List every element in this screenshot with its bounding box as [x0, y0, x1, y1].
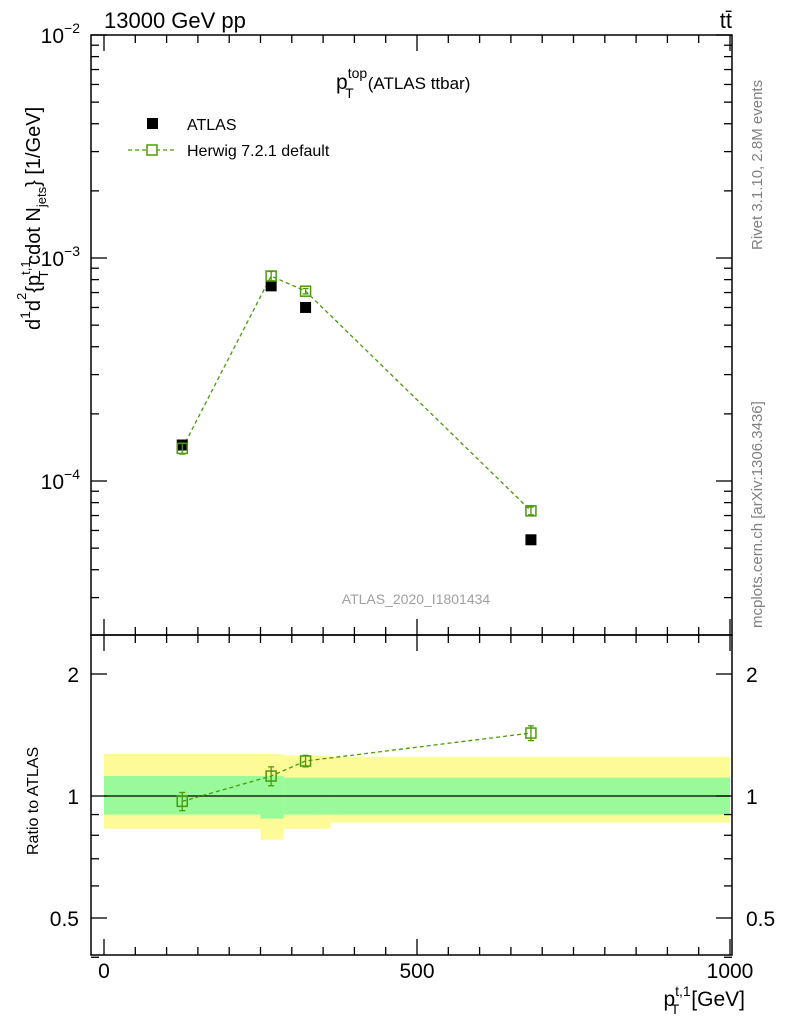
ratio-y-tick-label-right: 1 [746, 786, 758, 809]
header-left: 13000 GeV pp [104, 8, 246, 33]
legend-atlas-label: ATLAS [187, 117, 237, 134]
atlas-point [265, 280, 277, 292]
ratio-y-tick-label: 0.5 [50, 908, 79, 931]
atlas-point [300, 301, 312, 313]
title-sub: T [345, 85, 354, 101]
ratio-panel: 0.5 0.5 1 1 2 2 0 500 1000 Ratio to ATLAS pt,1 T[… [25, 634, 775, 1017]
atlas-point [525, 534, 537, 546]
svg-text:d1d2{pt,1T cdot Njets} [1/GeV]: d1d2{pt,1 T cdot Njets} [1/GeV] [14, 107, 51, 330]
analysis-watermark: ATLAS_2020_I1801434 [342, 591, 491, 607]
main-y-tick-labels: 10−2 10−3 10−4 [41, 20, 81, 494]
herwig-point [299, 285, 312, 297]
main-series [176, 270, 537, 546]
plot-title: ptop T (ATLAS ttbar) [336, 65, 470, 101]
ratio-y-tick-label: 1 [67, 786, 79, 809]
legend: ATLAS Herwig 7.2.1 default [128, 117, 330, 160]
herwig-line [181, 275, 532, 512]
ratio-band-inner [260, 776, 284, 819]
ratio-point [265, 770, 277, 782]
x-axis-label: pt,1 T [GeV] [663, 983, 745, 1017]
herwig-point [176, 442, 188, 455]
legend-atlas-marker [147, 118, 158, 129]
main-y-tick-label: 10−3 [41, 243, 81, 271]
x-tick-label: 0 [98, 960, 110, 983]
title-sup: top [348, 65, 368, 81]
main-panel: 10−2 10−3 10−4 ptop T (ATLAS ttbar) ATLAS He… [14, 20, 733, 636]
main-y-tick-label: 10−2 [41, 20, 81, 48]
main-ticks [91, 34, 732, 635]
ratio-y-axis-label: Ratio to ATLAS [25, 747, 42, 855]
header-right: tt̄ [720, 8, 732, 33]
title-suffix: (ATLAS ttbar) [368, 74, 471, 93]
ratio-point [176, 795, 188, 808]
herwig-point [525, 505, 537, 517]
ratio-y-tick-label-right: 2 [746, 664, 758, 687]
ratio-ticks: 0.5 0.5 1 1 2 2 0 500 1000 [50, 635, 775, 983]
ratio-series [176, 725, 537, 812]
mcplots-label: mcplots.cern.ch [arXiv:1306.3436] [749, 401, 766, 628]
legend-herwig-marker [146, 144, 158, 156]
ratio-y-tick-label-right: 0.5 [746, 908, 775, 931]
ratio-point [525, 727, 537, 739]
main-y-tick-label: 10−4 [41, 466, 81, 494]
ratio-bands [104, 753, 730, 840]
x-tick-label: 500 [399, 960, 434, 983]
x-tick-label: 1000 [707, 960, 754, 983]
herwig-point [265, 270, 277, 282]
title-main: p [336, 71, 348, 94]
ratio-frame [90, 634, 733, 956]
main-y-axis-label: d1d2{pt,1 T cdot Njets} [1/GeV] [14, 107, 51, 330]
ratio-y-tick-label: 2 [67, 664, 79, 687]
legend-herwig-label: Herwig 7.2.1 default [187, 143, 330, 160]
ratio-point [299, 755, 312, 767]
rivet-label: Rivet 3.1.10, 2.8M events [749, 80, 766, 250]
